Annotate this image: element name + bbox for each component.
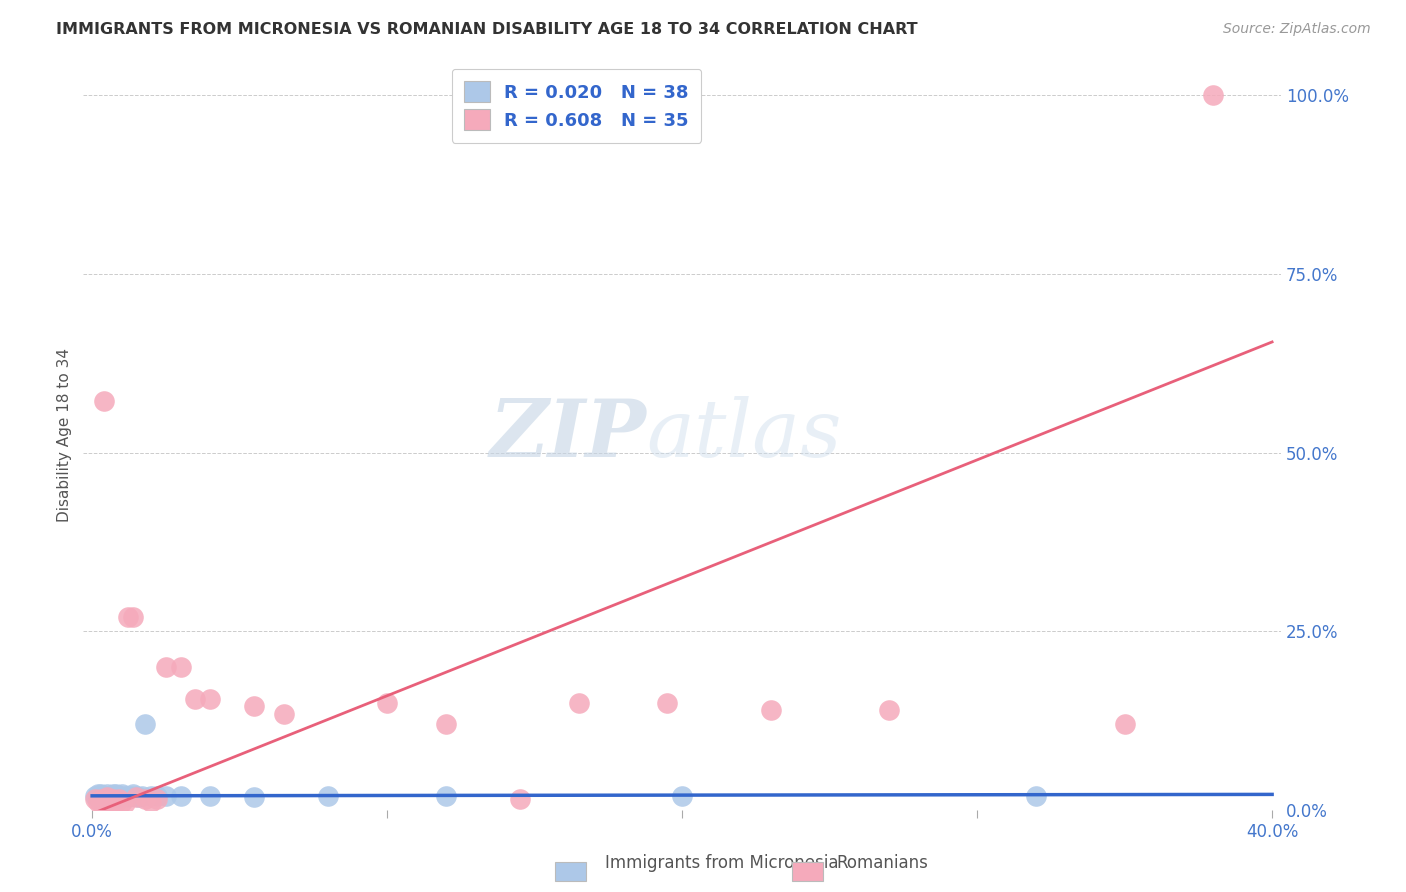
Point: [98, 789, 121, 803]
Point: [90, 789, 112, 803]
Point: [98, 792, 121, 806]
Point: [139, 795, 162, 809]
Point: [114, 789, 136, 803]
Point: [146, 789, 169, 803]
Point: [125, 790, 148, 805]
Point: [87, 795, 110, 809]
Point: [146, 792, 169, 806]
Point: [104, 789, 127, 803]
Point: [117, 610, 139, 624]
Point: [90, 796, 112, 810]
Point: [93, 394, 115, 409]
Point: [122, 788, 145, 802]
Point: [155, 789, 177, 803]
Point: [111, 788, 134, 802]
Point: [84, 792, 107, 806]
Point: [101, 788, 124, 802]
Point: [434, 717, 457, 731]
Point: [104, 788, 127, 802]
Point: [111, 795, 134, 809]
Point: [117, 790, 139, 805]
Point: [104, 795, 127, 809]
Text: Source: ZipAtlas.com: Source: ZipAtlas.com: [1223, 22, 1371, 37]
Point: [93, 789, 115, 803]
Point: [434, 789, 457, 803]
Point: [169, 789, 191, 803]
Point: [87, 790, 110, 805]
Point: [96, 792, 118, 806]
Point: [114, 796, 136, 810]
Point: [96, 795, 118, 809]
Point: [1025, 789, 1047, 803]
Point: [1114, 717, 1136, 731]
Point: [125, 789, 148, 803]
Point: [107, 789, 129, 803]
Point: [671, 789, 693, 803]
Point: [90, 792, 112, 806]
Point: [90, 788, 112, 802]
Point: [96, 790, 118, 805]
Point: [759, 703, 782, 717]
Point: [273, 706, 295, 721]
Point: [107, 790, 129, 805]
Point: [101, 790, 124, 805]
Point: [122, 610, 145, 624]
Point: [509, 792, 531, 806]
Point: [877, 703, 900, 717]
Point: [96, 789, 118, 803]
Point: [139, 789, 162, 803]
Legend: R = 0.020   N = 38, R = 0.608   N = 35: R = 0.020 N = 38, R = 0.608 N = 35: [451, 69, 702, 143]
Point: [198, 692, 221, 706]
Text: IMMIGRANTS FROM MICRONESIA VS ROMANIAN DISABILITY AGE 18 TO 34 CORRELATION CHART: IMMIGRANTS FROM MICRONESIA VS ROMANIAN D…: [56, 22, 918, 37]
Point: [243, 699, 266, 714]
Point: [101, 796, 124, 810]
Point: [128, 790, 150, 805]
Point: [243, 790, 266, 805]
Point: [98, 790, 121, 805]
Point: [96, 788, 118, 802]
Point: [657, 696, 679, 710]
Point: [1202, 88, 1225, 103]
Point: [90, 792, 112, 806]
Point: [198, 789, 221, 803]
Point: [84, 789, 107, 803]
Point: [169, 660, 191, 674]
Point: [120, 789, 142, 803]
Point: [131, 789, 153, 803]
Point: [101, 792, 124, 806]
Point: [87, 788, 110, 802]
Text: Romanians: Romanians: [837, 855, 928, 872]
Text: ZIP: ZIP: [489, 396, 647, 474]
Point: [134, 792, 156, 806]
Point: [568, 696, 591, 710]
Point: [375, 696, 398, 710]
Point: [93, 790, 115, 805]
Point: [184, 692, 207, 706]
Y-axis label: Disability Age 18 to 34: Disability Age 18 to 34: [58, 348, 72, 522]
Point: [155, 660, 177, 674]
Text: atlas: atlas: [647, 396, 842, 474]
Point: [134, 717, 156, 731]
Point: [107, 792, 129, 806]
Point: [316, 789, 339, 803]
Text: Immigrants from Micronesia: Immigrants from Micronesia: [605, 855, 838, 872]
